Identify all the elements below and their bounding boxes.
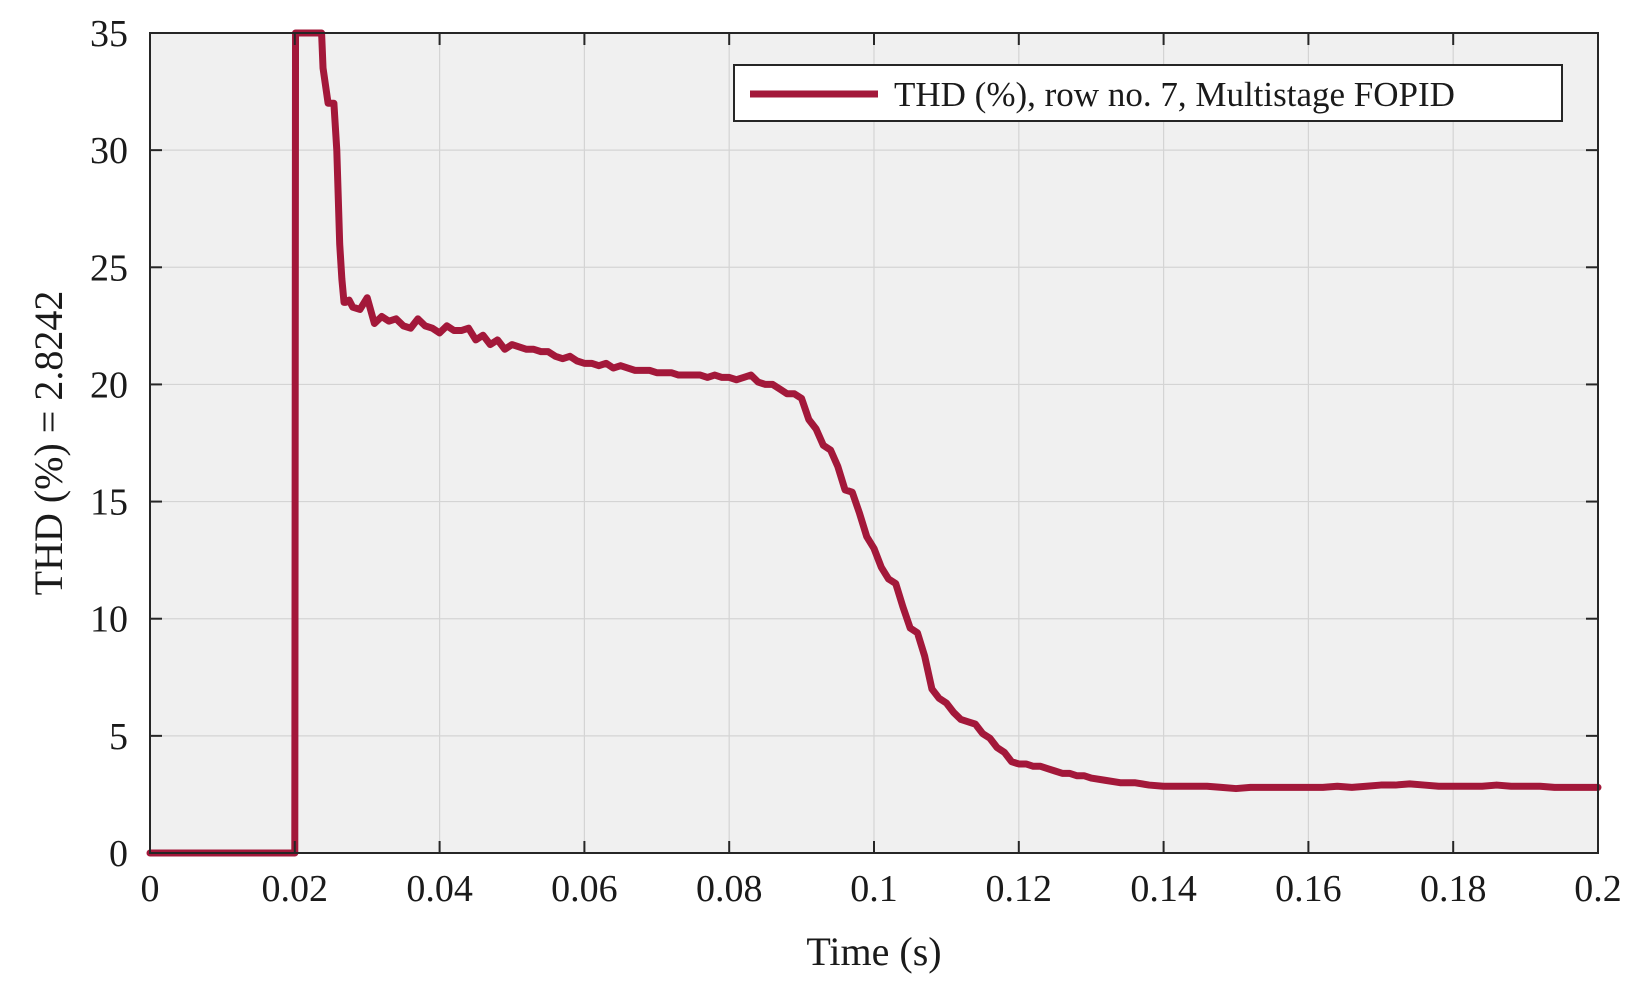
y-tick-label: 30 (90, 130, 128, 172)
x-tick-label: 0 (141, 868, 160, 910)
x-tick-label: 0.2 (1574, 868, 1622, 910)
y-tick-labels: 0 5 10 15 20 25 30 35 (90, 13, 128, 875)
y-tick-label: 0 (109, 833, 128, 875)
x-tick-label: 0.06 (551, 868, 618, 910)
x-tick-label: 0.1 (850, 868, 898, 910)
x-tick-label: 0.16 (1275, 868, 1342, 910)
x-tick-label: 0.02 (262, 868, 329, 910)
y-tick-label: 15 (90, 482, 128, 524)
grid (150, 33, 1598, 853)
x-tick-label: 0.18 (1420, 868, 1487, 910)
x-axis-title: Time (s) (806, 929, 941, 974)
y-tick-label: 10 (90, 599, 128, 641)
y-tick-label: 20 (90, 364, 128, 406)
x-tick-label: 0.08 (696, 868, 763, 910)
series-line-thd (146, 29, 1602, 857)
x-tick-labels: 0 0.02 0.04 0.06 0.08 0.1 0.12 0.14 0.16 0.18 0.2 (141, 868, 1622, 910)
y-tick-label: 25 (90, 247, 128, 289)
legend: THD (%), row no. 7, Multistage FOPID (733, 64, 1563, 122)
x-tick-label: 0.12 (986, 868, 1053, 910)
x-tick-label: 0.14 (1130, 868, 1197, 910)
y-tick-label: 5 (109, 716, 128, 758)
ticks (149, 32, 1599, 854)
legend-label: THD (%), row no. 7, Multistage FOPID (894, 75, 1455, 114)
y-tick-label: 35 (90, 13, 128, 55)
y-axis-title: THD (%) = 2.8242 (26, 291, 71, 596)
x-tick-label: 0.04 (406, 868, 473, 910)
